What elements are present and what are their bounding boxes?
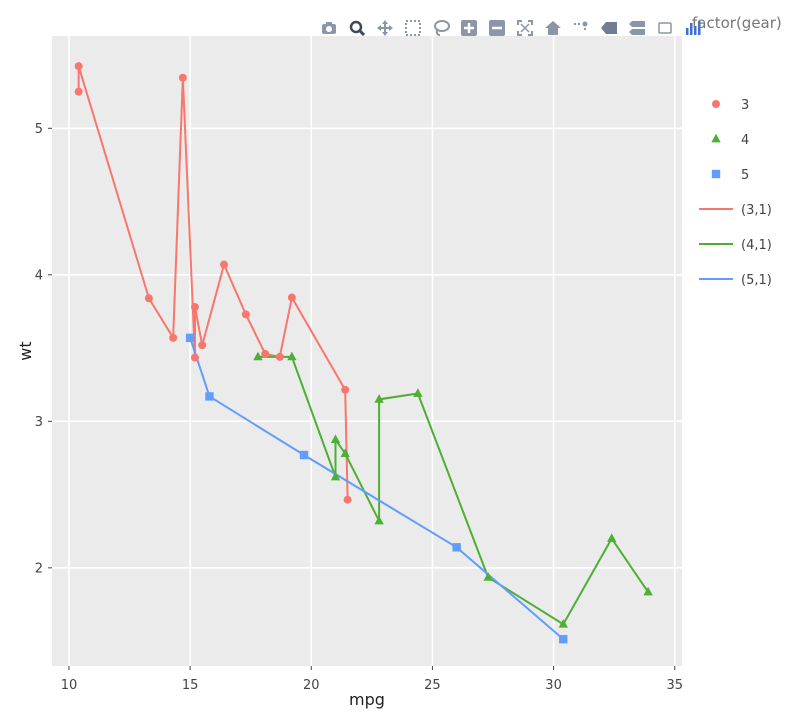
- y-axis-title: wt: [16, 341, 35, 360]
- data-point-gear-4[interactable]: [340, 448, 350, 457]
- data-point-gear-4[interactable]: [374, 515, 384, 525]
- legend-item-4[interactable]: 4: [711, 133, 749, 148]
- zoom-out-icon[interactable]: [486, 17, 508, 39]
- pan-icon[interactable]: [374, 17, 396, 39]
- lasso-select-icon[interactable]: [430, 17, 452, 39]
- data-point-gear-4[interactable]: [253, 351, 263, 361]
- data-point-gear-3[interactable]: [190, 303, 199, 312]
- legend-marker-icon[interactable]: [712, 100, 720, 108]
- data-point-gear-3[interactable]: [241, 310, 250, 319]
- data-point-gear-4[interactable]: [607, 533, 617, 542]
- legend-item-line-5[interactable]: (5,1): [699, 273, 772, 288]
- data-point-gear-4[interactable]: [483, 572, 493, 581]
- legend-item-3[interactable]: 3: [712, 98, 749, 113]
- axis-ticks: 10 15 20 25 30 35 2 3 4 5: [35, 122, 683, 693]
- data-point-gear-5[interactable]: [185, 333, 195, 343]
- hover-compare-icon[interactable]: [626, 17, 648, 39]
- data-point-gear-4[interactable]: [374, 394, 384, 403]
- x-tick-label: 25: [424, 678, 441, 693]
- hover-closest-icon[interactable]: [598, 17, 620, 39]
- legend-marker-icon[interactable]: [711, 133, 721, 143]
- data-point-gear-4[interactable]: [330, 471, 341, 481]
- series-line-gear-4[interactable]: [257, 355, 649, 626]
- data-point-gear-3[interactable]: [220, 260, 229, 269]
- data-point-gear-3[interactable]: [190, 353, 199, 362]
- legend: 3 4 5 (3,1) (4,1) (5,1): [699, 98, 772, 288]
- modebar: [318, 16, 710, 40]
- plot-background[interactable]: [52, 36, 682, 666]
- x-tick-label: 10: [61, 678, 78, 693]
- reset-axes-icon[interactable]: [542, 17, 564, 39]
- data-point-gear-5[interactable]: [452, 543, 461, 552]
- legend-label: (4,1): [741, 238, 772, 253]
- zoom-in-icon[interactable]: [458, 17, 480, 39]
- legend-title: factor(gear): [692, 14, 782, 32]
- data-point-gear-5[interactable]: [559, 634, 568, 644]
- legend-marker-icon[interactable]: [711, 169, 721, 179]
- x-tick-label: 30: [545, 678, 562, 693]
- legend-label: 4: [741, 133, 749, 148]
- plotly-logo-icon[interactable]: [682, 17, 704, 39]
- legend-label: 3: [741, 98, 749, 113]
- data-point-gear-5[interactable]: [299, 450, 309, 460]
- data-point-gear-4[interactable]: [330, 434, 341, 444]
- y-tick-label: 3: [35, 415, 43, 430]
- data-point-gear-4[interactable]: [287, 351, 297, 361]
- x-axis-title: mpg: [349, 690, 385, 709]
- data-point-gear-3[interactable]: [275, 352, 284, 361]
- legend-item-line-4[interactable]: (4,1): [699, 238, 772, 253]
- y-tick-label: 5: [35, 122, 43, 137]
- legend-label: (5,1): [741, 273, 772, 288]
- data-point-gear-3[interactable]: [261, 349, 270, 358]
- zoom-icon[interactable]: [346, 17, 368, 39]
- spike-lines-icon[interactable]: [570, 17, 592, 39]
- x-tick-label: 35: [666, 678, 683, 693]
- toggle-hover-icon[interactable]: [654, 17, 676, 39]
- data-point-gear-3[interactable]: [144, 294, 153, 303]
- grid-lines: [52, 36, 682, 666]
- legend-item-5[interactable]: 5: [711, 168, 749, 183]
- y-tick-label: 2: [35, 561, 43, 576]
- data-point-gear-3[interactable]: [287, 293, 296, 302]
- legend-label: (3,1): [741, 203, 772, 218]
- data-point-gear-3[interactable]: [341, 385, 350, 394]
- data-point-gear-3[interactable]: [74, 87, 83, 96]
- camera-icon[interactable]: [318, 17, 340, 39]
- data-point-gear-3[interactable]: [169, 333, 178, 342]
- x-tick-label: 15: [182, 678, 199, 693]
- legend-label: 5: [741, 168, 749, 183]
- data-point-gear-4[interactable]: [643, 586, 653, 596]
- box-select-icon[interactable]: [402, 17, 424, 39]
- x-tick-label: 20: [303, 678, 320, 693]
- data-point-gear-3[interactable]: [343, 495, 352, 504]
- y-tick-label: 4: [35, 268, 43, 283]
- data-point-gear-5[interactable]: [205, 392, 214, 401]
- legend-item-line-3[interactable]: (3,1): [699, 203, 772, 218]
- series-points: [74, 62, 653, 644]
- autoscale-icon[interactable]: [514, 17, 536, 39]
- data-point-gear-4[interactable]: [413, 388, 423, 397]
- data-point-gear-3[interactable]: [178, 73, 187, 82]
- data-point-gear-3[interactable]: [198, 341, 207, 350]
- data-point-gear-4[interactable]: [558, 619, 568, 628]
- data-point-gear-3[interactable]: [74, 62, 83, 71]
